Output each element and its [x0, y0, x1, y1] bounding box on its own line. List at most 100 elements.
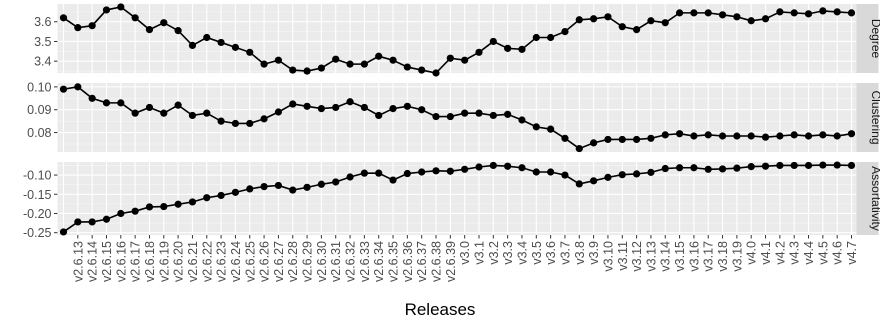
data-point	[174, 200, 182, 208]
data-point	[590, 177, 598, 185]
facet-strip	[856, 83, 879, 152]
x-tick-label: v4.7	[845, 241, 859, 265]
data-point	[647, 17, 655, 25]
data-point	[260, 115, 268, 123]
x-tick-label: v2.6.21	[186, 241, 200, 282]
data-point	[246, 185, 254, 193]
data-point	[360, 103, 368, 112]
data-point	[833, 8, 841, 16]
data-point	[804, 132, 813, 140]
x-tick-label: v2.6.20	[172, 241, 186, 282]
data-point	[346, 98, 354, 106]
y-tick-label: 0.10	[27, 80, 51, 94]
y-tick-label: 3.6	[34, 15, 51, 29]
data-point	[819, 131, 827, 139]
x-tick-label: v2.6.24	[229, 241, 243, 282]
data-point	[590, 139, 598, 147]
x-tick-label: v3.8	[573, 241, 587, 265]
x-tick-label: v3.9	[587, 241, 601, 265]
data-point	[160, 202, 168, 211]
data-point	[461, 165, 469, 173]
x-tick-label: v4.0	[745, 241, 759, 265]
data-point	[260, 182, 268, 191]
x-tick-label: v3.4	[515, 241, 529, 265]
data-point	[432, 112, 440, 121]
data-point	[661, 164, 669, 173]
data-point	[833, 132, 841, 140]
data-point	[317, 104, 325, 113]
x-tick-label: v3.5	[530, 241, 544, 265]
data-point	[260, 60, 268, 68]
data-point	[489, 161, 497, 170]
data-point	[618, 171, 626, 179]
data-point	[776, 161, 784, 170]
data-point	[317, 180, 325, 188]
data-point	[704, 165, 712, 173]
x-tick-label: v2.6.30	[315, 241, 329, 282]
data-point	[59, 14, 68, 22]
data-point	[303, 183, 311, 191]
data-point	[590, 15, 598, 23]
x-tick-label: v3.7	[558, 241, 572, 265]
data-point	[274, 108, 283, 116]
data-point	[761, 133, 770, 141]
x-tick-label: v3.10	[601, 241, 615, 272]
data-point	[346, 173, 354, 181]
data-point	[217, 38, 225, 47]
data-point	[346, 60, 354, 68]
x-axis-title: Releases	[404, 300, 476, 319]
data-point	[547, 125, 555, 133]
facet-strip-label: Assortativity	[869, 166, 880, 231]
x-tick-label: v2.6.28	[286, 241, 300, 282]
data-point	[690, 9, 698, 17]
data-point	[790, 161, 798, 170]
data-point	[776, 132, 784, 140]
data-point	[532, 33, 540, 42]
x-tick-label: v3.2	[487, 241, 501, 265]
x-tick-label: v2.6.33	[358, 241, 372, 282]
data-point	[117, 99, 125, 107]
data-point	[418, 168, 426, 176]
data-point	[131, 109, 139, 117]
data-point	[88, 22, 96, 30]
data-point	[74, 218, 82, 226]
x-tick-label: v3.6	[544, 241, 558, 265]
data-point	[88, 94, 96, 102]
data-point	[847, 130, 856, 138]
data-point	[761, 162, 770, 170]
data-point	[246, 48, 254, 56]
data-point	[518, 164, 526, 172]
data-point	[733, 132, 741, 140]
data-point	[761, 15, 770, 23]
data-point	[632, 135, 641, 144]
data-point	[174, 101, 182, 109]
data-point	[289, 66, 297, 74]
data-point	[274, 181, 283, 190]
x-tick-label: v2.6.25	[243, 241, 257, 282]
x-tick-label: v2.6.34	[372, 241, 386, 282]
data-point	[217, 117, 225, 125]
data-point	[102, 99, 111, 107]
data-point	[704, 131, 712, 139]
data-point	[188, 41, 197, 50]
x-tick-label: v2.6.37	[415, 241, 429, 282]
data-point	[561, 28, 569, 36]
data-point	[618, 23, 626, 31]
data-point	[518, 45, 526, 53]
data-point	[203, 194, 211, 202]
x-tick-label: v3.1	[472, 241, 486, 265]
x-tick-label: v2.6.23	[215, 241, 229, 282]
data-point	[575, 144, 583, 153]
data-point	[375, 52, 383, 60]
data-point	[661, 131, 669, 139]
data-point	[432, 167, 440, 175]
data-point	[203, 109, 211, 117]
data-point	[131, 14, 139, 22]
data-point	[647, 168, 655, 176]
data-point	[303, 102, 311, 110]
x-tick-label: v2.6.38	[430, 241, 444, 282]
data-point	[188, 198, 197, 206]
x-tick-label: v2.6.22	[200, 241, 214, 282]
data-point	[504, 162, 512, 170]
